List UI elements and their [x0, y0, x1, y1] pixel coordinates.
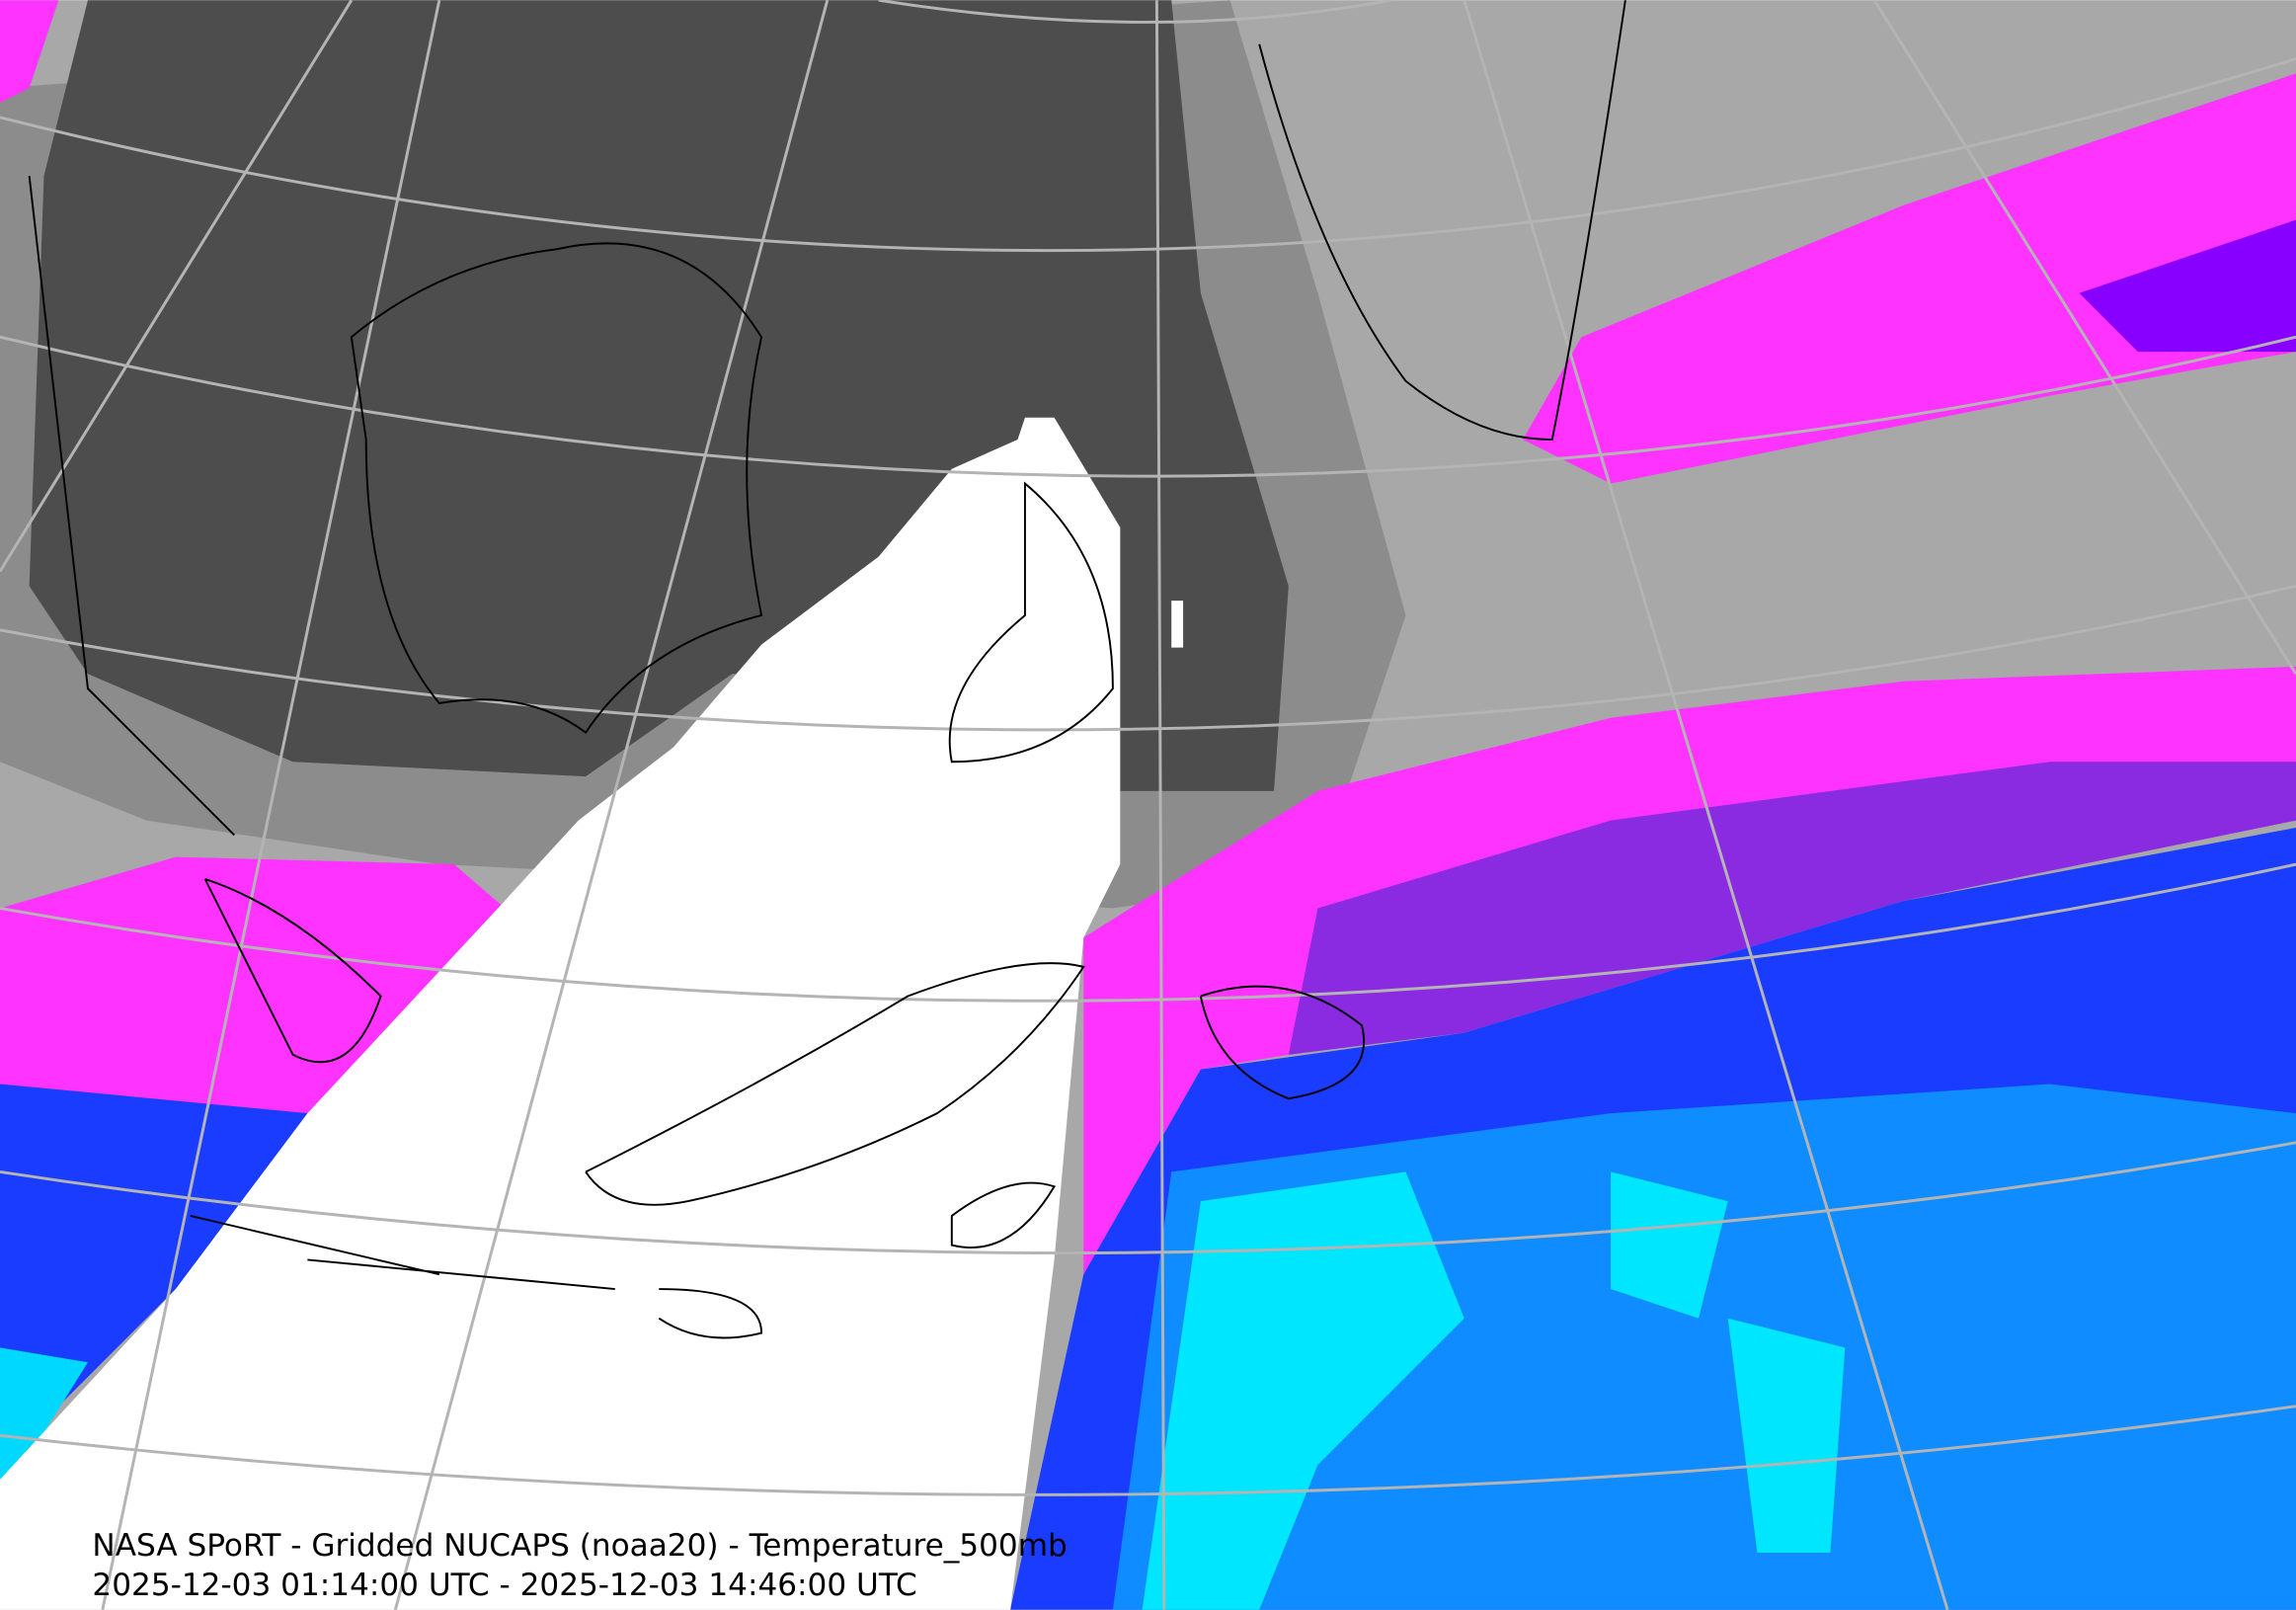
meridian — [393, 0, 830, 1610]
meridian — [1154, 0, 1166, 1610]
meridian — [101, 0, 441, 1610]
cyan-patch — [1727, 1318, 1846, 1553]
cyan-patch — [1611, 1171, 1728, 1319]
borders — [28, 176, 615, 1291]
cyan-patch — [1142, 1171, 1465, 1610]
latitude-line — [878, 0, 1391, 24]
meridian — [1872, 0, 2296, 676]
st-lawrence — [585, 962, 1085, 1206]
no-data-swath — [0, 417, 1121, 1610]
latitude-line — [0, 1141, 2296, 1255]
cyan-west — [0, 1347, 88, 1480]
magenta-corner — [0, 0, 59, 104]
greenland-coast — [1258, 0, 1626, 442]
latitude-line — [0, 1405, 2296, 1496]
violet-band — [1288, 762, 2296, 1055]
hudson-bay — [350, 242, 763, 734]
latitude-line — [0, 57, 2296, 253]
meridian — [0, 0, 354, 573]
violet-patch — [2079, 219, 2296, 353]
no-data-gap — [1171, 601, 1184, 648]
latitude-line — [0, 862, 2296, 1003]
cape-cod — [658, 1288, 763, 1339]
nova-scotia — [950, 1181, 1057, 1249]
caption-time-range: 2025-12-03 01:14:00 UTC - 2025-12-03 14:… — [92, 1568, 916, 1603]
magenta-west — [0, 856, 506, 1172]
caption-title: NASA SPoRT - Gridded NUCAPS (noaa20) - T… — [92, 1528, 1067, 1564]
great-lakes — [203, 877, 382, 1064]
labrador-coast — [948, 481, 1114, 764]
meridian — [1463, 0, 1949, 1610]
newfoundland — [1199, 985, 1366, 1100]
latitude-line — [0, 584, 2296, 732]
coastlines — [28, 0, 1626, 1339]
